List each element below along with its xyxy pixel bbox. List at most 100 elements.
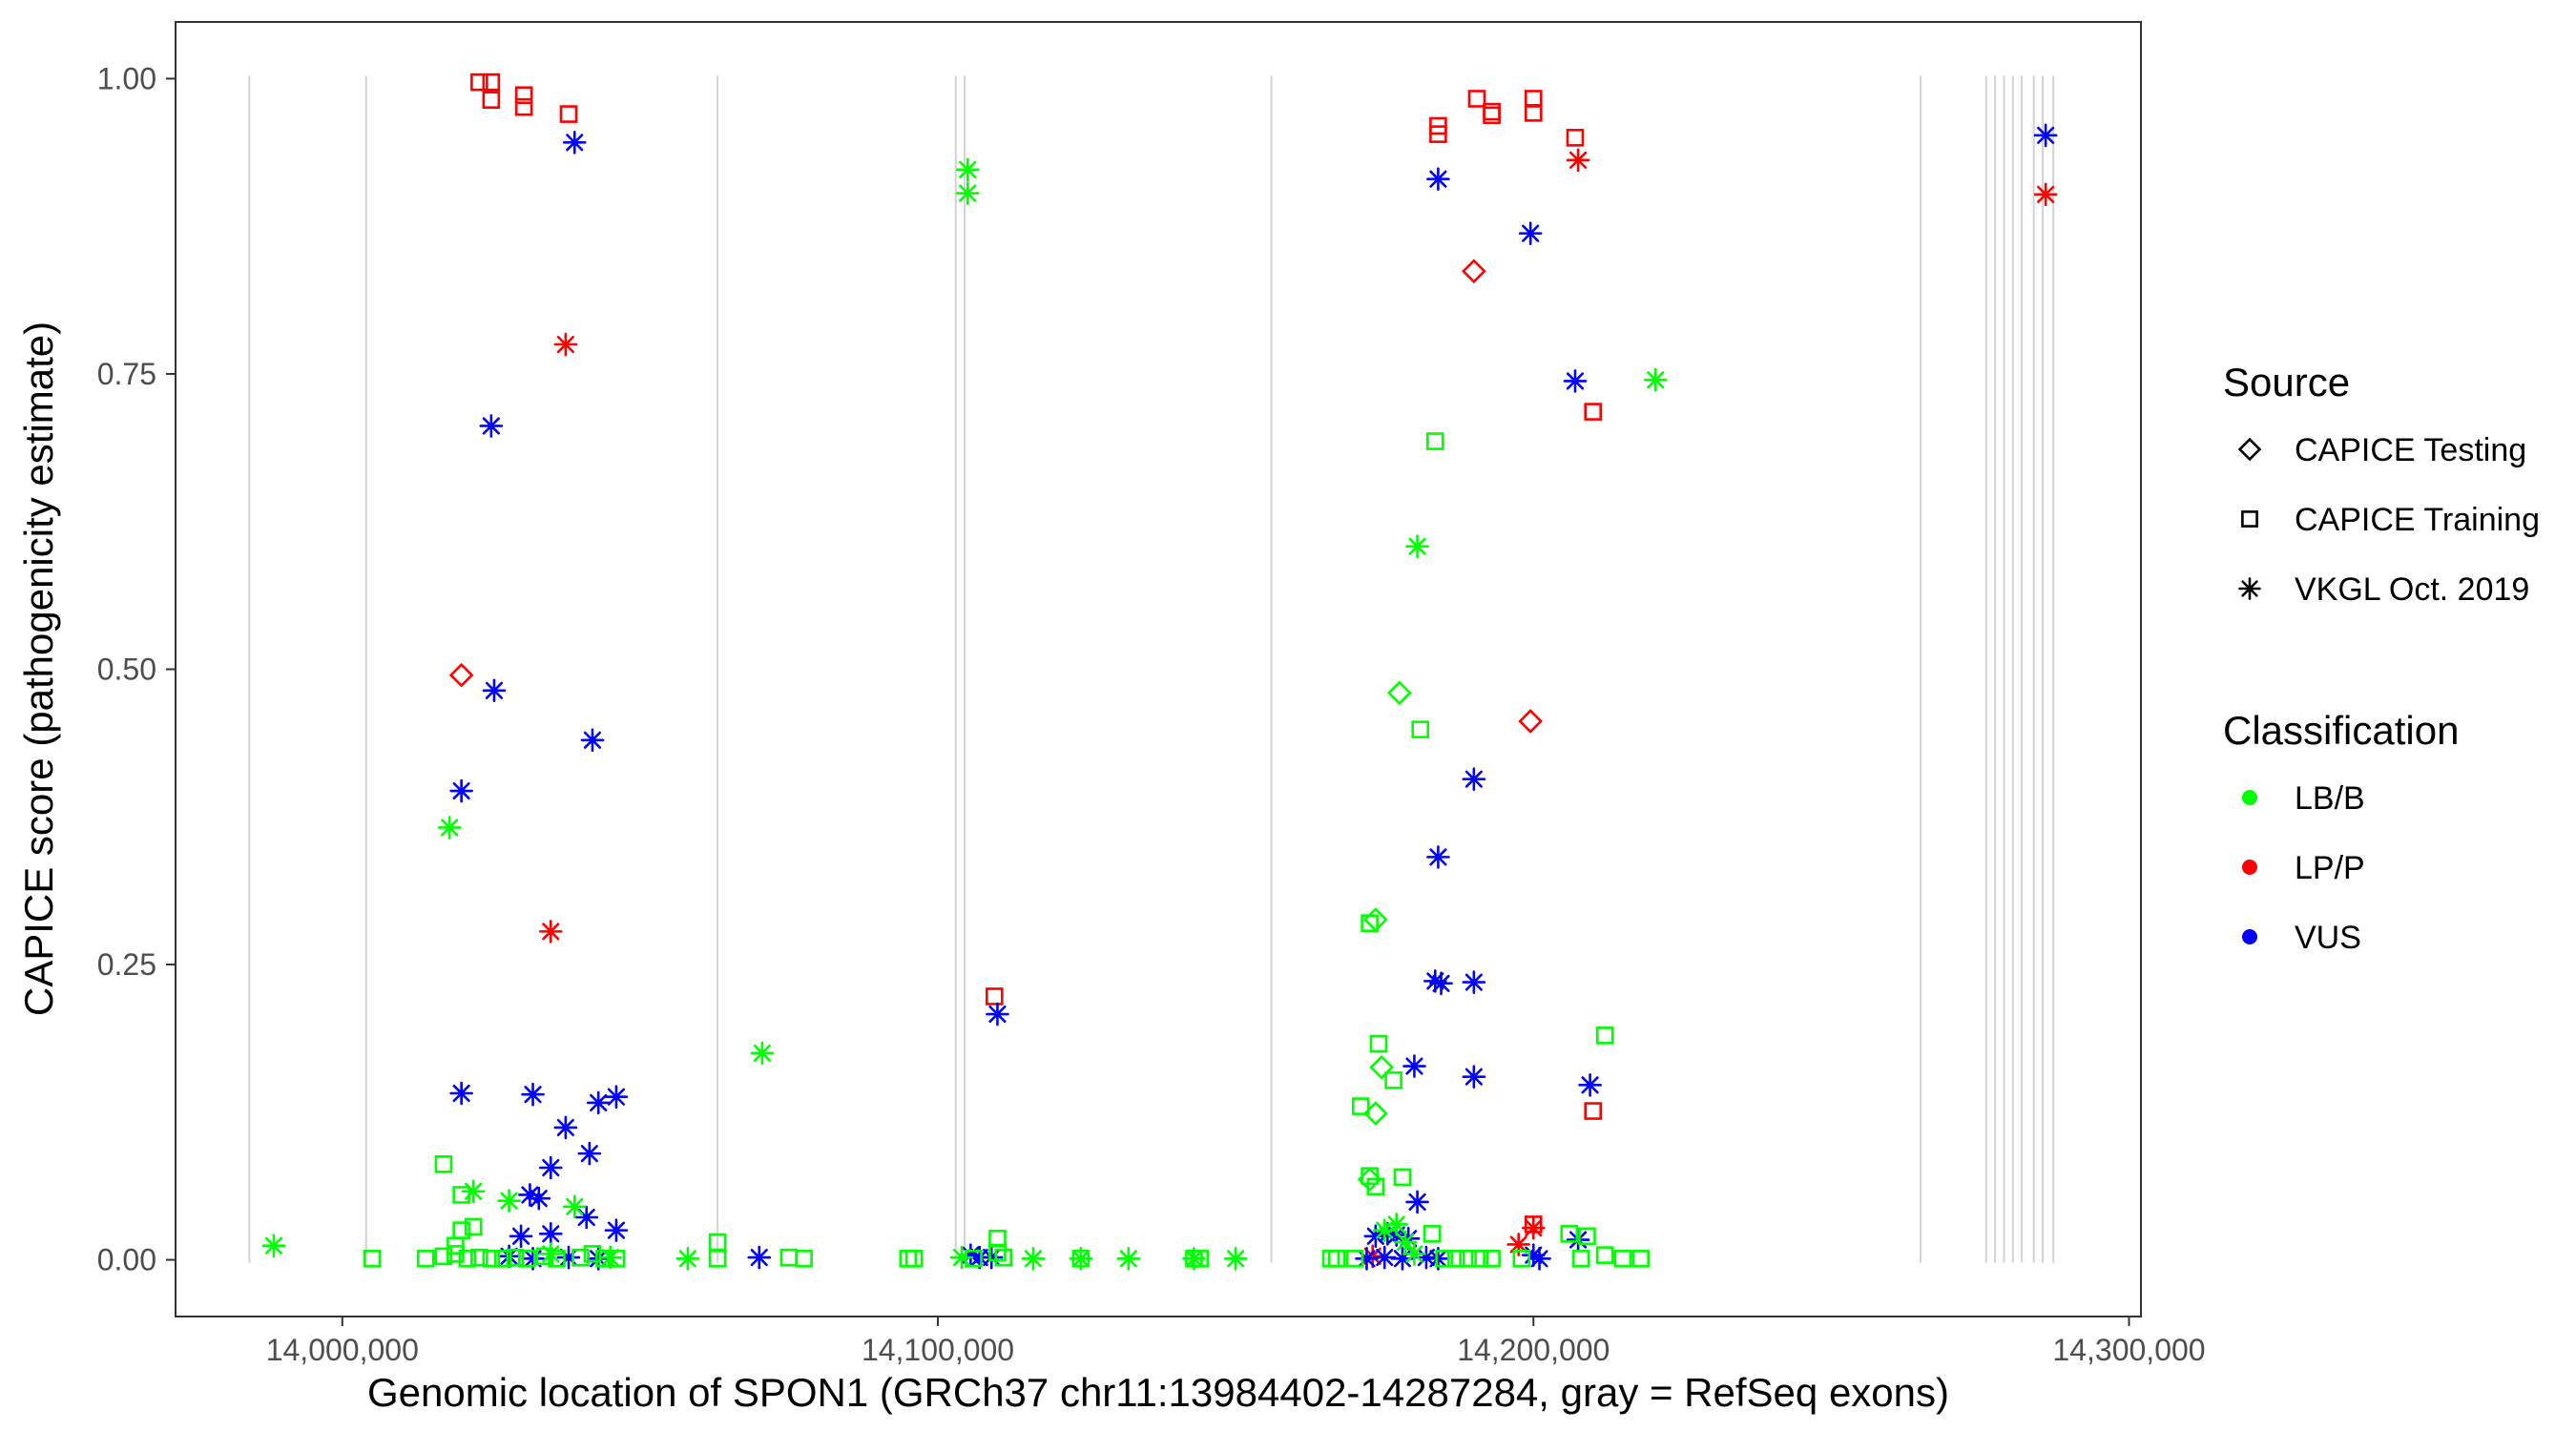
data-point <box>562 130 587 155</box>
data-point <box>553 1115 578 1140</box>
data-point <box>955 181 980 205</box>
data-point <box>363 1250 382 1268</box>
data-point <box>1071 1250 1091 1268</box>
legend-title: Classification <box>2223 708 2459 753</box>
data-point <box>538 1242 563 1266</box>
data-point <box>1578 1227 1596 1246</box>
data-point <box>1327 1250 1346 1268</box>
data-point <box>1462 259 1486 284</box>
legend-key-color <box>2242 790 2257 805</box>
data-point <box>979 1245 1004 1270</box>
data-point <box>548 1250 566 1268</box>
data-point <box>1566 129 1585 147</box>
data-point <box>2033 123 2058 148</box>
data-point <box>1191 1250 1209 1268</box>
data-point <box>535 1247 554 1266</box>
legend-key-square <box>2241 510 2258 528</box>
data-point <box>482 678 507 703</box>
data-point <box>509 1224 533 1249</box>
legend-key-color <box>2242 929 2257 944</box>
data-point <box>538 920 563 944</box>
data-point <box>1521 1215 1546 1240</box>
data-point <box>1595 1027 1614 1045</box>
data-point <box>598 1245 622 1270</box>
data-point <box>482 73 501 92</box>
data-point <box>458 1250 477 1268</box>
data-point <box>1393 1168 1412 1187</box>
data-point <box>607 1250 626 1268</box>
data-point <box>416 1250 435 1268</box>
data-point <box>1584 403 1602 421</box>
data-point <box>470 1248 488 1267</box>
data-point <box>1518 221 1543 245</box>
data-point <box>949 1245 974 1270</box>
data-point <box>1223 1247 1248 1271</box>
legend-entry-label: CAPICE Testing <box>2295 432 2526 468</box>
data-point <box>708 1250 727 1268</box>
data-point <box>1566 1228 1590 1252</box>
data-point <box>521 1082 545 1107</box>
data-point <box>1429 971 1453 996</box>
data-point <box>514 97 533 116</box>
data-point <box>994 1248 1012 1267</box>
data-point <box>1425 432 1444 450</box>
data-point <box>449 1081 473 1106</box>
data-point <box>1578 1073 1602 1097</box>
data-point <box>1369 1054 1394 1080</box>
data-point <box>1423 1225 1442 1243</box>
exon-lines <box>248 75 2055 1263</box>
data-point <box>1426 845 1450 869</box>
data-point <box>434 1247 453 1266</box>
data-point <box>556 1245 581 1270</box>
data-point <box>583 1245 602 1263</box>
legend-entry-label: LP/P <box>2295 850 2365 886</box>
data-point <box>747 1245 772 1270</box>
data-point <box>434 1154 453 1173</box>
data-point <box>604 1218 629 1242</box>
data-point <box>604 1085 629 1110</box>
data-point <box>482 91 501 110</box>
data-point <box>586 1247 611 1271</box>
data-point <box>988 1243 1007 1262</box>
data-point <box>586 1090 611 1115</box>
data-point <box>1512 1250 1531 1268</box>
data-point <box>538 1155 563 1180</box>
legend-entry-label: VKGL Oct. 2019 <box>2295 571 2529 608</box>
data-point <box>1384 1071 1402 1089</box>
y-tick-label: 0.50 <box>97 653 156 687</box>
data-point <box>1518 709 1543 734</box>
data-point <box>1467 90 1486 108</box>
data-point <box>449 778 473 803</box>
data-point <box>1566 148 1590 173</box>
data-point <box>1361 1244 1385 1269</box>
data-point <box>1524 104 1543 122</box>
data-point <box>464 1217 483 1236</box>
data-point <box>1506 1233 1530 1256</box>
data-point <box>1390 1247 1415 1271</box>
data-point <box>1429 125 1447 143</box>
data-point <box>1613 1250 1632 1268</box>
legend: Source CAPICE Testing CAPICE Training VKGL … <box>2223 360 2540 956</box>
data-point <box>1363 1224 1388 1249</box>
data-point <box>1446 1250 1465 1268</box>
data-point <box>1411 720 1429 738</box>
data-point <box>494 1250 512 1268</box>
x-tick-label: 14,100,000 <box>862 1333 1014 1367</box>
legend-entry-label: CAPICE Training <box>2295 502 2540 538</box>
data-point <box>675 1247 700 1271</box>
x-tick-label: 14,300,000 <box>2052 1333 2205 1367</box>
data-point <box>1527 1247 1551 1271</box>
data-point <box>448 662 474 688</box>
data-point <box>1116 1247 1141 1271</box>
data-point <box>1631 1250 1650 1268</box>
data-point <box>1462 970 1486 994</box>
y-axis: 0.00 0.25 0.50 0.75 1.00 <box>97 61 176 1277</box>
data-point <box>261 1234 286 1258</box>
data-point <box>1402 1054 1426 1078</box>
data-point <box>518 1183 542 1207</box>
data-point <box>1571 1250 1590 1268</box>
legend-key-color <box>2242 860 2257 875</box>
data-point <box>795 1250 813 1268</box>
